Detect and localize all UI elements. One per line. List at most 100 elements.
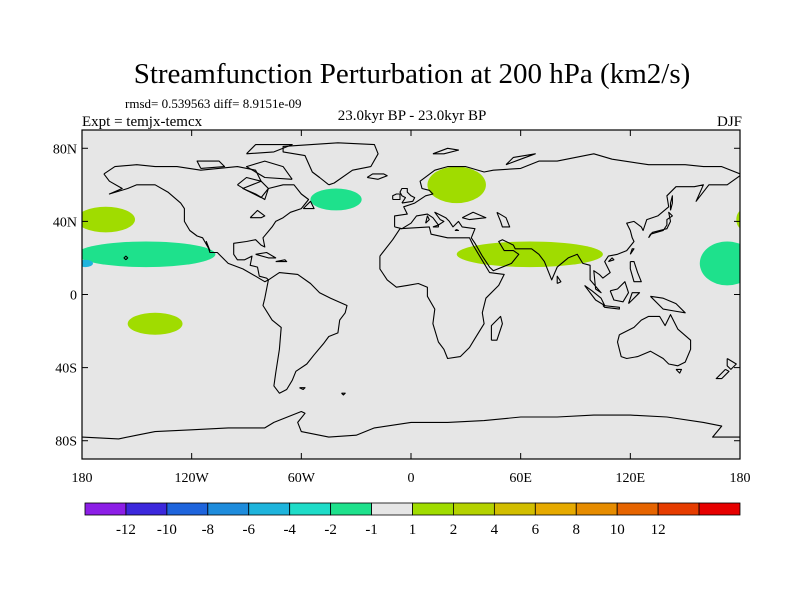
lat-tick-label: 80N <box>53 142 77 157</box>
coast-eurasia <box>394 153 740 294</box>
colorbar-swatch <box>412 502 454 516</box>
map-background <box>82 130 740 459</box>
coast-svalbard <box>432 147 460 155</box>
coast-japan <box>648 211 673 239</box>
colorbar-swatch <box>289 502 332 516</box>
lon-tick-label: 180 <box>730 471 751 486</box>
lon-tick-label: 180 <box>72 471 93 486</box>
lon-tick-label: 60W <box>288 471 316 486</box>
coast-falklands <box>299 387 306 391</box>
lat-tick-label: 40S <box>55 362 77 377</box>
coast-black-sea <box>461 211 487 221</box>
colorbar-label: -8 <box>202 522 215 538</box>
coast-java <box>602 304 620 310</box>
colorbar-swatch <box>125 502 168 516</box>
coast-sardinia-corsica <box>425 215 430 224</box>
colorbar-label: -4 <box>283 522 296 538</box>
coast-hudson-bay <box>237 176 269 199</box>
coast-taiwan <box>629 248 635 255</box>
anomaly-n-pacific-positive <box>82 206 135 233</box>
coast-caspian-sea <box>496 211 511 228</box>
lon-tick-label: 120W <box>175 471 210 486</box>
colorbar-swatch <box>616 502 659 516</box>
colorbar-swatch <box>248 502 291 516</box>
coast-great-lakes <box>249 209 266 219</box>
coast-greenland <box>282 142 379 186</box>
colorbar-swatch <box>84 502 127 516</box>
coast-new-zealand-north <box>726 358 737 370</box>
coast-sakhalin <box>669 195 673 211</box>
coast-sri-lanka <box>556 275 562 284</box>
coast-south-georgia <box>341 392 346 396</box>
colorbar-label: -10 <box>157 522 177 538</box>
lon-tick-label: 60E <box>509 471 532 486</box>
colorbar-swatch <box>575 502 618 516</box>
anomaly-central-pacific-strong-negative <box>82 259 93 268</box>
coast-south-america <box>262 272 348 394</box>
anomaly-subtropical-pacific-negative-band <box>82 241 216 268</box>
colorbar-swatch <box>657 502 700 516</box>
coast-australia <box>616 314 692 367</box>
chart-title: Streamfunction Perturbation at 200 hPa (… <box>134 58 691 90</box>
lon-tick-label: 120E <box>616 471 646 486</box>
anomaly-layer <box>82 166 740 335</box>
colorbar-label: -1 <box>365 522 378 538</box>
colorbar: -12 -10 -8 -6 -4 -2 -1 1 2 4 6 8 10 12 <box>84 502 741 538</box>
colorbar-swatch <box>330 502 372 516</box>
coast-novaya-zemlya <box>505 153 536 166</box>
coast-victoria-island <box>196 160 226 169</box>
coast-borneo <box>609 281 630 303</box>
lon-tick-label: 0 <box>408 471 415 486</box>
coast-new-zealand-south <box>715 368 730 380</box>
coast-sumatra <box>584 284 606 307</box>
coast-ireland <box>392 193 401 201</box>
colorbar-label: -2 <box>324 522 337 538</box>
colorbar-label: 4 <box>491 522 499 538</box>
coast-madagascar <box>490 315 503 341</box>
colorbar-label: 10 <box>610 522 625 538</box>
lat-tick-label: 0 <box>70 289 77 304</box>
colorbar-swatch <box>371 502 413 516</box>
colorbar-label: 8 <box>573 522 581 538</box>
coast-africa <box>379 226 505 360</box>
coast-iceland <box>366 173 388 180</box>
colorbar-label: 6 <box>532 522 540 538</box>
coast-tasmania <box>675 368 683 374</box>
coast-hispaniola <box>275 259 288 263</box>
colorbar-label: -12 <box>116 522 136 538</box>
colorbar-swatch <box>166 502 209 516</box>
colorbar-label: 12 <box>651 522 666 538</box>
coast-cuba <box>255 251 277 259</box>
coastline-layer <box>82 142 740 440</box>
colorbar-swatch <box>207 502 250 516</box>
coast-antarctica <box>82 410 740 440</box>
anomaly-arabia-india-positive <box>456 241 603 268</box>
coast-sulawesi <box>627 292 641 304</box>
coast-new-guinea <box>650 295 686 314</box>
colorbar-swatch <box>534 502 577 516</box>
coast-crete <box>454 229 460 232</box>
coast-hainan <box>608 257 615 263</box>
latitude-axis: 80N 40N 0 40S 80S <box>53 142 740 450</box>
period-label: 23.0kyr BP - 23.0kyr BP <box>338 108 487 124</box>
lat-tick-label: 80S <box>55 435 77 450</box>
anomaly-s-pacific-positive <box>127 312 183 335</box>
experiment-label: Expt = temjx-temcx <box>82 114 203 130</box>
colorbar-swatch <box>453 502 495 516</box>
anomaly-dateline-positive-edge <box>736 210 740 229</box>
coast-newfoundland <box>302 200 315 210</box>
coast-hawaii <box>123 255 129 261</box>
coast-italy-sicily <box>432 224 439 228</box>
anomaly-europe-positive <box>427 166 486 204</box>
colorbar-label: -6 <box>243 522 256 538</box>
lat-tick-label: 40N <box>53 215 77 230</box>
coast-philippines <box>629 261 642 283</box>
longitude-axis: 180 120W 60W 0 60E 120E 180 <box>72 130 751 486</box>
stats-line: rmsd= 0.539563 diff= 8.9151e-09 <box>125 96 302 111</box>
colorbar-label: 2 <box>450 522 458 538</box>
colorbar-swatch <box>493 502 536 516</box>
colorbar-label: 1 <box>409 522 417 538</box>
anomaly-n-atlantic-negative <box>310 188 362 211</box>
